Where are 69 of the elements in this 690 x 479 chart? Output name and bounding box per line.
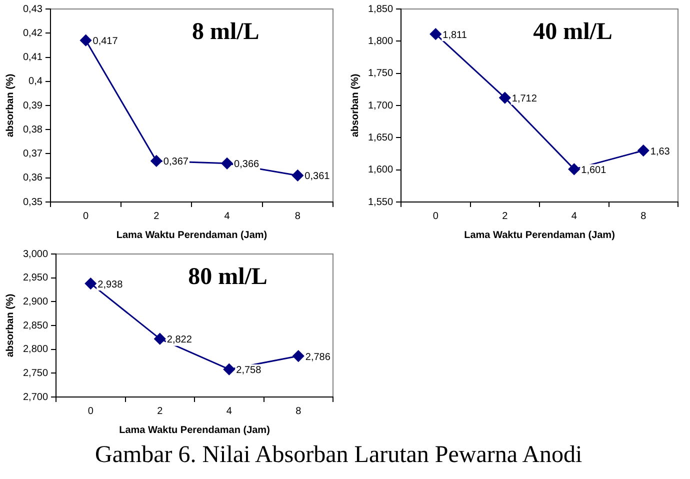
y-tick-label: 2,900 (22, 296, 48, 308)
x-tick-label: 4 (226, 406, 232, 417)
x-tick-label: 4 (571, 210, 578, 222)
chart-title: 8 ml/L (192, 19, 260, 46)
chart-title: 80 ml/L (188, 264, 268, 290)
y-tick-label: 0,43 (22, 4, 43, 15)
data-label: 1,63 (650, 146, 670, 158)
x-axis-title: Lama Waktu Perendaman (Jam) (119, 424, 270, 436)
y-tick-label: 1,550 (368, 196, 394, 208)
data-label: 2,938 (98, 279, 124, 290)
y-tick-label: 3,000 (22, 248, 48, 260)
y-axis-title: absorban (%) (4, 74, 16, 138)
data-label: 0,367 (163, 156, 189, 168)
data-label: 2,786 (305, 352, 331, 363)
y-tick-label: 2,700 (22, 392, 48, 403)
y-tick-label: 0,4 (28, 76, 43, 88)
y-tick-label: 1,750 (368, 68, 394, 80)
y-tick-label: 2,750 (22, 368, 48, 379)
data-label: 0,361 (304, 171, 330, 182)
y-tick-label: 1,700 (368, 100, 394, 112)
x-tick-label: 4 (224, 210, 230, 222)
point (638, 144, 650, 156)
text: Gambar 6. Nilai Absorban Larutan Pewarna Anodi (95, 442, 582, 469)
data-label: 2,758 (236, 365, 262, 376)
data-label: 1,712 (512, 94, 538, 105)
y-tick-label: 0,36 (22, 172, 43, 184)
point (292, 350, 304, 362)
y-tick-label: 0,41 (22, 52, 43, 63)
y-axis-title: absorban (%) (4, 294, 16, 358)
y-axis-title: absorban (%) (350, 74, 361, 138)
point (150, 155, 162, 167)
point (499, 92, 511, 104)
point (154, 333, 166, 345)
point (292, 170, 304, 182)
data-label: 0,417 (92, 36, 118, 48)
point (223, 364, 235, 376)
point (568, 163, 580, 175)
x-axis-title: Lama Waktu Perendaman (Jam) (116, 230, 268, 241)
y-tick-label: 1,850 (368, 4, 394, 15)
y-tick-label: 2,850 (22, 320, 48, 332)
y-tick-label: 0,37 (22, 148, 43, 160)
y-tick-label: 0,42 (22, 28, 43, 39)
x-tick-label: 2 (502, 210, 508, 222)
point (221, 158, 233, 170)
data-label: 1,601 (581, 164, 607, 176)
point (84, 278, 96, 290)
y-tick-label: 2,950 (22, 272, 48, 284)
x-tick-label: 0 (88, 406, 94, 417)
data-label: 1,811 (442, 30, 468, 41)
point (80, 34, 92, 46)
x-tick-label: 0 (432, 210, 439, 222)
y-tick-label: 0,35 (22, 196, 43, 208)
x-tick-label: 8 (296, 406, 302, 417)
x-tick-label: 8 (640, 210, 647, 222)
x-tick-label: 0 (83, 210, 89, 222)
data-label: 0,366 (234, 159, 260, 170)
x-axis-title: Lama Waktu Perendaman (Jam) (464, 230, 615, 241)
y-tick-label: 1,800 (368, 36, 394, 47)
y-tick-label: 1,600 (368, 164, 394, 176)
y-tick-label: 0,38 (22, 124, 43, 136)
x-tick-label: 8 (294, 210, 301, 222)
x-tick-label: 2 (154, 210, 160, 222)
point (430, 28, 442, 40)
y-tick-label: 0,39 (22, 100, 43, 112)
chart-title: 40 ml/L (533, 19, 612, 46)
data-label: 2,822 (166, 334, 192, 346)
y-tick-label: 1,650 (368, 132, 394, 144)
y-tick-label: 2,800 (22, 344, 48, 356)
x-tick-label: 2 (157, 406, 164, 417)
